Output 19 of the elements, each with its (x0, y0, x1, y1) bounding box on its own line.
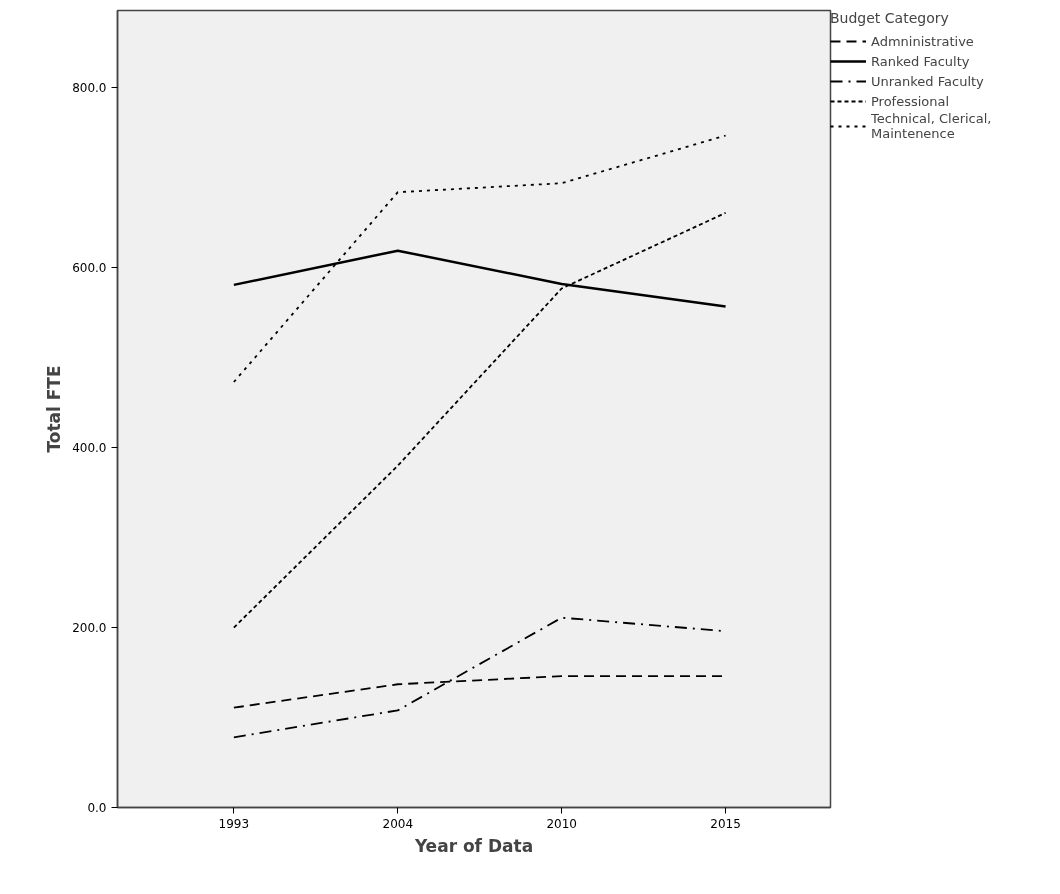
line-series (232, 134, 727, 383)
legend-label: Admninistrative (871, 33, 974, 49)
legend-label: Ranked Faculty (871, 53, 970, 69)
x-axis-title: Year of Data (413, 835, 534, 856)
y-tick-label: 800.0 (72, 81, 107, 96)
legend-label: Professional (871, 93, 950, 109)
y-tick-label: 200.0 (72, 621, 107, 636)
legend-title: Budget Category (830, 10, 950, 26)
legend-label: Technical, Clerical, Maintenence (871, 111, 992, 141)
y-axis-title: Total FTE (44, 365, 65, 453)
line-series (232, 212, 727, 629)
x-tick-label: 2015 (710, 816, 741, 831)
legend-label: Unranked Faculty (871, 73, 984, 89)
x-tick-label: 2004 (382, 816, 414, 831)
x-tick-label: 2010 (546, 816, 577, 831)
y-tick-label: 0.0 (87, 801, 107, 815)
x-tick-label: 1993 (218, 816, 250, 831)
y-tick-label: 400.0 (72, 441, 107, 456)
y-tick-label: 600.0 (72, 261, 107, 276)
